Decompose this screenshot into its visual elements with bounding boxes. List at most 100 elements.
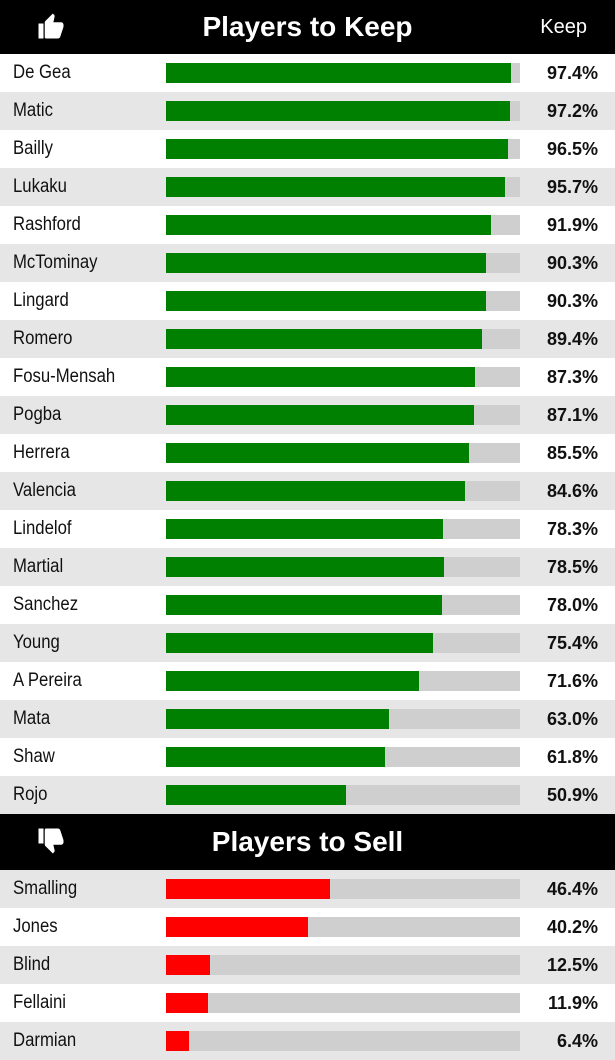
percent-label: 87.3% — [546, 367, 598, 387]
bar-track — [166, 557, 520, 577]
keep-row: Pogba 87.1% — [0, 396, 615, 434]
player-name: Rashford — [13, 214, 81, 235]
player-name: Romero — [13, 328, 73, 349]
keep-section-title: Players to Keep — [202, 11, 413, 42]
player-name: Bailly — [13, 138, 53, 159]
sell-section-title: Players to Sell — [211, 826, 404, 857]
bar-track — [166, 709, 520, 729]
bar-track — [166, 879, 520, 899]
player-name: Smalling — [13, 878, 78, 899]
bar-fill — [166, 1031, 189, 1051]
sell-bar-list: Smalling 46.4% Jones 40.2% Blind 12.5% Fellain… — [0, 870, 615, 1060]
bar-track — [166, 671, 520, 691]
percent-label: 95.7% — [546, 177, 598, 197]
bar-fill — [166, 215, 492, 235]
percent-label: 61.8% — [546, 747, 598, 767]
bar-fill — [166, 367, 476, 387]
player-name: Matic — [13, 100, 53, 121]
keep-bar-list: De Gea 97.4% Matic 97.2% Bailly 96.5% Lukaku 95… — [0, 54, 615, 814]
keep-row: A Pereira 71.6% — [0, 662, 615, 700]
keep-row: Young 75.4% — [0, 624, 615, 662]
bar-fill — [166, 253, 486, 273]
player-name: Fellaini — [13, 992, 66, 1013]
percent-label: 84.6% — [546, 481, 598, 501]
bar-track — [166, 253, 520, 273]
bar-track — [166, 993, 520, 1013]
bar-fill — [166, 917, 309, 937]
keep-row: Martial 78.5% — [0, 548, 615, 586]
keep-row: Mata 63.0% — [0, 700, 615, 738]
sell-row: Darmian 6.4% — [0, 1022, 615, 1060]
keep-row: Valencia 84.6% — [0, 472, 615, 510]
player-name: Jones — [13, 916, 58, 937]
percent-label: 78.0% — [546, 595, 598, 615]
percent-label: 91.9% — [546, 215, 598, 235]
player-name: Lindelof — [13, 518, 72, 539]
bar-track — [166, 633, 520, 653]
bar-fill — [166, 557, 444, 577]
player-name: Young — [13, 632, 60, 653]
bar-track — [166, 101, 520, 121]
bar-fill — [166, 785, 347, 805]
bar-fill — [166, 879, 331, 899]
percent-label: 89.4% — [546, 329, 598, 349]
bar-fill — [166, 633, 433, 653]
percent-label: 12.5% — [546, 955, 598, 975]
keep-row: Bailly 96.5% — [0, 130, 615, 168]
bar-track — [166, 747, 520, 767]
player-name: Sanchez — [13, 594, 79, 615]
bar-track — [166, 785, 520, 805]
keep-row: Fosu-Mensah 87.3% — [0, 358, 615, 396]
player-name: Blind — [13, 954, 51, 975]
percent-label: 46.4% — [546, 879, 598, 899]
bar-track — [166, 443, 520, 463]
bar-fill — [166, 177, 505, 197]
player-name: Martial — [13, 556, 64, 577]
player-name: Pogba — [13, 404, 62, 425]
percent-label: 50.9% — [546, 785, 598, 805]
keep-row: Sanchez 78.0% — [0, 586, 615, 624]
player-name: Darmian — [13, 1030, 77, 1051]
bar-track — [166, 367, 520, 387]
percent-label: 6.4% — [556, 1031, 598, 1051]
sell-row: Blind 12.5% — [0, 946, 615, 984]
percent-label: 78.3% — [546, 519, 598, 539]
bar-track — [166, 955, 520, 975]
bar-track — [166, 329, 520, 349]
keep-row: Shaw 61.8% — [0, 738, 615, 776]
player-name: Lukaku — [13, 176, 67, 197]
percent-label: 90.3% — [546, 253, 598, 273]
percent-label: 97.4% — [546, 63, 598, 83]
bar-fill — [166, 595, 443, 615]
percent-label: 78.5% — [546, 557, 598, 577]
player-name: Rojo — [13, 784, 48, 805]
percent-label: 63.0% — [546, 709, 598, 729]
bar-track — [166, 177, 520, 197]
keep-row: De Gea 97.4% — [0, 54, 615, 92]
keep-row: Matic 97.2% — [0, 92, 615, 130]
player-name: Herrera — [13, 442, 70, 463]
player-name: McTominay — [13, 252, 98, 273]
keep-row: McTominay 90.3% — [0, 244, 615, 282]
bar-track — [166, 291, 520, 311]
percent-label: 87.1% — [546, 405, 598, 425]
bar-fill — [166, 63, 511, 83]
bar-fill — [166, 291, 486, 311]
player-name: Valencia — [13, 480, 76, 501]
percent-label: 71.6% — [546, 671, 598, 691]
sell-row: Fellaini 11.9% — [0, 984, 615, 1022]
keep-row: Romero 89.4% — [0, 320, 615, 358]
bar-track — [166, 63, 520, 83]
percent-label: 75.4% — [546, 633, 598, 653]
bar-track — [166, 215, 520, 235]
percent-label: 90.3% — [546, 291, 598, 311]
player-name: Mata — [13, 708, 51, 729]
bar-track — [166, 595, 520, 615]
player-name: Lingard — [13, 290, 69, 311]
keep-row: Rashford 91.9% — [0, 206, 615, 244]
bar-track — [166, 405, 520, 425]
bar-fill — [166, 709, 390, 729]
bar-fill — [166, 671, 420, 691]
bar-fill — [166, 481, 466, 501]
bar-fill — [166, 101, 511, 121]
